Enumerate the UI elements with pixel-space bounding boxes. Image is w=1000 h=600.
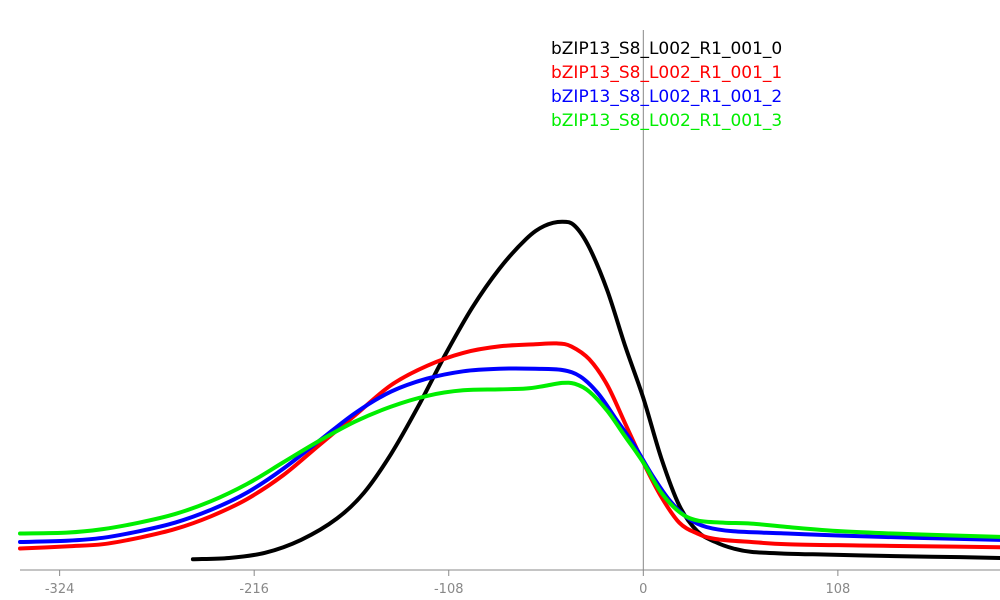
- legend-entry: bZIP13_S8_L002_R1_001_3: [551, 111, 782, 131]
- x-tick-label: 0: [639, 582, 647, 597]
- x-tick-label: -324: [45, 582, 75, 597]
- legend-entry: bZIP13_S8_L002_R1_001_1: [551, 63, 782, 83]
- series-line-3: [18, 380, 1000, 539]
- legend-entry: bZIP13_S8_L002_R1_001_2: [551, 87, 782, 107]
- plot-area: [18, 219, 1000, 562]
- legend: bZIP13_S8_L002_R1_001_0 bZIP13_S8_L002_R1…: [551, 39, 782, 131]
- series-line-2: [18, 366, 1000, 544]
- legend-entry: bZIP13_S8_L002_R1_001_0: [551, 39, 782, 59]
- x-tick-label: 108: [825, 582, 850, 597]
- x-tick-label: -108: [434, 582, 464, 597]
- series-line-0: [190, 219, 1000, 562]
- x-tick-label: -216: [239, 582, 269, 597]
- series-line-1: [18, 341, 1000, 551]
- x-axis: -324 -216 -108 0 108: [20, 569, 1000, 597]
